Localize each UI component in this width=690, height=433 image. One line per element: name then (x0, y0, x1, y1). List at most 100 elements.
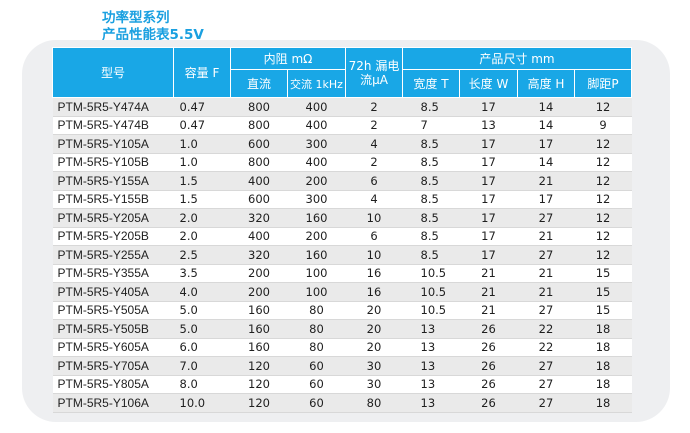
cell-leakage: 80 (345, 393, 403, 413)
cell-leakage: 10 (345, 245, 403, 265)
cell-height-h: 27 (517, 301, 575, 320)
table-row: PTM-5R5-Y505A 5.0 160 80 20 10.5 21 27 15 (52, 301, 632, 320)
cell-width-t: 10.5 (402, 264, 460, 283)
cell-dc: 120 (230, 375, 288, 394)
page-title: 功率型系列 产品性能表5.5V (102, 10, 204, 44)
cell-length-w: 17 (459, 245, 518, 265)
cell-capacity: 2.5 (173, 245, 231, 265)
header-length-w: 长度 W (459, 69, 518, 98)
cell-model: PTM-5R5-Y505A (52, 301, 174, 320)
cell-leakage: 2 (345, 116, 403, 135)
cell-leakage: 16 (345, 264, 403, 283)
cell-model: PTM-5R5-Y355A (52, 264, 174, 283)
table-row: PTM-5R5-Y105B 1.0 800 400 2 8.5 17 14 12 (52, 153, 632, 172)
cell-length-w: 17 (459, 208, 518, 228)
cell-width-t: 8.5 (402, 208, 460, 228)
cell-height-h: 17 (517, 134, 575, 154)
cell-leakage: 6 (345, 171, 403, 191)
cell-height-h: 27 (517, 375, 575, 394)
cell-leakage: 4 (345, 134, 403, 154)
cell-model: PTM-5R5-Y605A (52, 338, 174, 357)
cell-ac: 400 (287, 116, 346, 135)
cell-pitch-p: 12 (574, 97, 632, 117)
header-size-group: 产品尺寸 mm (401, 47, 633, 70)
cell-capacity: 4.0 (173, 282, 231, 302)
cell-capacity: 2.0 (173, 227, 231, 246)
table-row: PTM-5R5-Y105A 1.0 600 300 4 8.5 17 17 12 (52, 134, 632, 154)
cell-height-h: 27 (517, 245, 575, 265)
cell-model: PTM-5R5-Y106A (52, 393, 174, 413)
cell-height-h: 14 (517, 153, 575, 172)
cell-length-w: 17 (459, 97, 518, 117)
cell-ac: 100 (287, 282, 346, 302)
cell-width-t: 13 (402, 375, 460, 394)
cell-dc: 800 (230, 97, 288, 117)
cell-pitch-p: 12 (574, 227, 632, 246)
cell-pitch-p: 12 (574, 208, 632, 228)
header-leakage: 72h 漏电 流μA (345, 47, 403, 98)
cell-height-h: 14 (517, 97, 575, 117)
cell-length-w: 21 (459, 264, 518, 283)
cell-pitch-p: 18 (574, 375, 632, 394)
cell-pitch-p: 18 (574, 338, 632, 357)
cell-length-w: 17 (459, 153, 518, 172)
title-series: 功率型系列 (102, 10, 170, 26)
cell-dc: 400 (230, 227, 288, 246)
table-row: PTM-5R5-Y405A 4.0 200 100 16 10.5 21 21 15 (52, 282, 632, 302)
table-row: PTM-5R5-Y805A 8.0 120 60 30 13 26 27 18 (52, 375, 632, 394)
table-row: PTM-5R5-Y505B 5.0 160 80 20 13 26 22 18 (52, 319, 632, 339)
header-leakage-line1: 72h 漏电 (348, 58, 400, 73)
cell-model: PTM-5R5-Y205B (52, 227, 174, 246)
cell-dc: 600 (230, 190, 288, 209)
header-pitch-p: 脚距P (573, 69, 633, 98)
table-row: PTM-5R5-Y474B 0.47 800 400 2 7 13 14 9 (52, 116, 632, 135)
cell-dc: 320 (230, 208, 288, 228)
cell-dc: 160 (230, 338, 288, 357)
cell-pitch-p: 12 (574, 153, 632, 172)
cell-pitch-p: 15 (574, 301, 632, 320)
cell-capacity: 5.0 (173, 301, 231, 320)
cell-capacity: 1.0 (173, 153, 231, 172)
cell-ac: 200 (287, 227, 346, 246)
cell-length-w: 21 (459, 282, 518, 302)
cell-pitch-p: 12 (574, 190, 632, 209)
cell-dc: 120 (230, 393, 288, 413)
cell-length-w: 17 (459, 134, 518, 154)
cell-leakage: 16 (345, 282, 403, 302)
cell-width-t: 13 (402, 338, 460, 357)
cell-leakage: 4 (345, 190, 403, 209)
cell-model: PTM-5R5-Y105A (52, 134, 174, 154)
cell-pitch-p: 12 (574, 134, 632, 154)
cell-height-h: 27 (517, 393, 575, 413)
cell-height-h: 17 (517, 190, 575, 209)
cell-ac: 400 (287, 97, 346, 117)
cell-capacity: 0.47 (173, 116, 231, 135)
cell-height-h: 21 (517, 282, 575, 302)
cell-capacity: 6.0 (173, 338, 231, 357)
header-height-h: 高度 H (517, 69, 575, 98)
cell-ac: 100 (287, 264, 346, 283)
header-ac: 交流 1kHz (287, 69, 346, 98)
cell-height-h: 27 (517, 356, 575, 376)
spec-table: 型号 容量 F 内阻 mΩ 72h 漏电 流μA 产品尺寸 mm 直流 交流 1… (52, 47, 633, 413)
cell-capacity: 1.5 (173, 171, 231, 191)
cell-length-w: 26 (459, 375, 518, 394)
cell-capacity: 7.0 (173, 356, 231, 376)
cell-leakage: 2 (345, 153, 403, 172)
cell-width-t: 13 (402, 356, 460, 376)
table-row: PTM-5R5-Y205B 2.0 400 200 6 8.5 17 21 12 (52, 227, 632, 246)
cell-dc: 160 (230, 319, 288, 339)
cell-height-h: 21 (517, 171, 575, 191)
cell-leakage: 10 (345, 208, 403, 228)
header-resistance-group: 内阻 mΩ (230, 47, 346, 70)
cell-length-w: 21 (459, 301, 518, 320)
cell-width-t: 7 (402, 116, 460, 135)
cell-model: PTM-5R5-Y155B (52, 190, 174, 209)
cell-capacity: 10.0 (173, 393, 231, 413)
cell-leakage: 30 (345, 356, 403, 376)
cell-length-w: 17 (459, 171, 518, 191)
cell-pitch-p: 15 (574, 264, 632, 283)
cell-width-t: 8.5 (402, 153, 460, 172)
cell-height-h: 21 (517, 264, 575, 283)
cell-height-h: 22 (517, 338, 575, 357)
